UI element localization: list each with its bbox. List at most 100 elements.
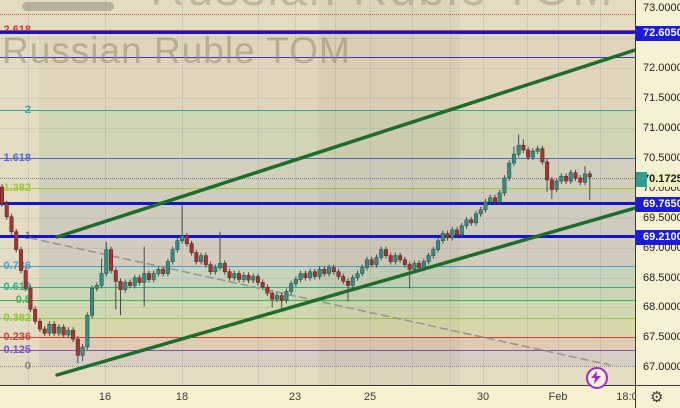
candle-body: [94, 285, 99, 289]
price-tick-label: 72.0000: [643, 62, 680, 74]
candle-body: [66, 329, 71, 336]
candle-body: [156, 269, 161, 274]
horizontal-gridline: [0, 38, 635, 39]
horizontal-gridline: [0, 98, 635, 99]
horizontal-line[interactable]: [0, 57, 635, 58]
candle-body: [237, 273, 242, 280]
candle-body: [284, 291, 289, 301]
watermark-blob: [22, 2, 114, 11]
candle-body: [260, 282, 265, 288]
fib-level-line[interactable]: [0, 188, 635, 189]
alert-price-line[interactable]: [0, 31, 635, 34]
fib-level-label: 1.382: [3, 182, 31, 194]
candle-body: [61, 326, 66, 336]
candle-body: [4, 203, 9, 218]
vertical-gridline: [450, 0, 451, 385]
horizontal-gridline: [0, 278, 635, 279]
fib-level-line[interactable]: [0, 266, 635, 267]
candle-body: [379, 249, 384, 258]
candle-body: [312, 271, 317, 277]
fib-level-label: 0.5: [15, 294, 31, 306]
price-tick-label: 68.5000: [643, 272, 680, 284]
candle-body: [436, 240, 441, 250]
vertical-gridline: [258, 0, 259, 385]
ascending-channel-upper-trendline[interactable]: [55, 48, 635, 239]
fib-level-line[interactable]: [0, 337, 635, 338]
fib-level-line[interactable]: [0, 318, 635, 319]
vertical-gridline: [370, 0, 371, 385]
fib-band-fill: [39, 33, 635, 110]
candle-body: [132, 277, 137, 286]
candle-body: [450, 229, 455, 239]
candle-body: [402, 259, 407, 265]
candle-body: [530, 150, 535, 158]
candle-body: [109, 249, 114, 271]
candle-body: [85, 314, 90, 348]
alert-price-line[interactable]: [0, 235, 635, 238]
fib-band-fill: [39, 318, 635, 337]
candle-body: [265, 286, 270, 294]
candle-body: [208, 264, 213, 273]
fib-level-line[interactable]: [0, 366, 635, 367]
price-axis[interactable]: 73.000072.500072.000071.500071.000070.50…: [635, 0, 680, 385]
candle-body: [218, 263, 223, 268]
candle-body: [488, 197, 493, 203]
candle-body: [56, 326, 61, 334]
candle-body: [483, 201, 488, 210]
vertical-gridline: [600, 0, 601, 385]
candle-body: [232, 273, 237, 278]
price-badge: 69.2100: [636, 229, 680, 245]
fib-level-line[interactable]: [0, 30, 635, 31]
candle-body: [459, 225, 464, 236]
candle-body: [146, 273, 151, 280]
candle-body: [540, 148, 545, 163]
candle-body: [293, 279, 298, 284]
candle-body: [80, 346, 85, 356]
lightning-icon[interactable]: [586, 367, 608, 389]
price-badge-accent: [636, 171, 647, 187]
fib-level-line[interactable]: [0, 110, 635, 111]
descending-dashed-trendline[interactable]: [29, 237, 611, 366]
candle-body: [331, 267, 336, 273]
candle-body: [184, 235, 189, 244]
candle-body: [521, 144, 526, 151]
candle-body: [9, 216, 14, 233]
candle-body: [151, 273, 156, 280]
candle-body: [360, 267, 365, 274]
fib-band-fill: [39, 300, 635, 318]
candle-body: [497, 192, 502, 203]
gear-icon[interactable]: ⚙: [650, 389, 664, 406]
candle-body: [573, 172, 578, 179]
chart-plot-area[interactable]: Russian Ruble TOM Russian Ruble TOM 2.61…: [0, 0, 635, 385]
time-axis[interactable]: 16 18 23 25 30 Feb 18:0: [0, 385, 635, 408]
candle-body: [554, 180, 559, 190]
candle-body: [445, 233, 450, 239]
candle-body: [199, 255, 204, 262]
alert-price-line[interactable]: [0, 202, 635, 205]
candle-body: [473, 213, 478, 224]
candle-body: [118, 280, 123, 290]
price-badge-value: 70.1725: [643, 172, 680, 185]
price-tick-label: 69.0000: [643, 242, 680, 254]
price-tick-label: 69.5000: [643, 212, 680, 224]
watermark-fragment: Russian Ruble TOM: [150, 0, 630, 15]
ascending-channel-lower-trendline[interactable]: [55, 206, 635, 377]
vertical-gridline: [412, 0, 413, 385]
fib-level-label: 2: [24, 104, 31, 116]
horizontal-line[interactable]: [0, 14, 635, 15]
candle-body: [535, 148, 540, 152]
candle-body: [274, 295, 279, 300]
price-badge: 70.1725: [636, 171, 680, 187]
candle-body: [346, 280, 351, 286]
fib-level-line[interactable]: [0, 287, 635, 288]
candle-body: [412, 263, 417, 270]
candle-body: [431, 249, 436, 256]
candle-body: [516, 144, 521, 155]
fib-level-label: 0.125: [3, 344, 31, 356]
candle-body: [28, 288, 33, 310]
fib-level-line[interactable]: [0, 350, 635, 351]
candle-body: [99, 273, 104, 286]
fib-level-line[interactable]: [0, 158, 635, 159]
candle-body: [227, 271, 232, 278]
